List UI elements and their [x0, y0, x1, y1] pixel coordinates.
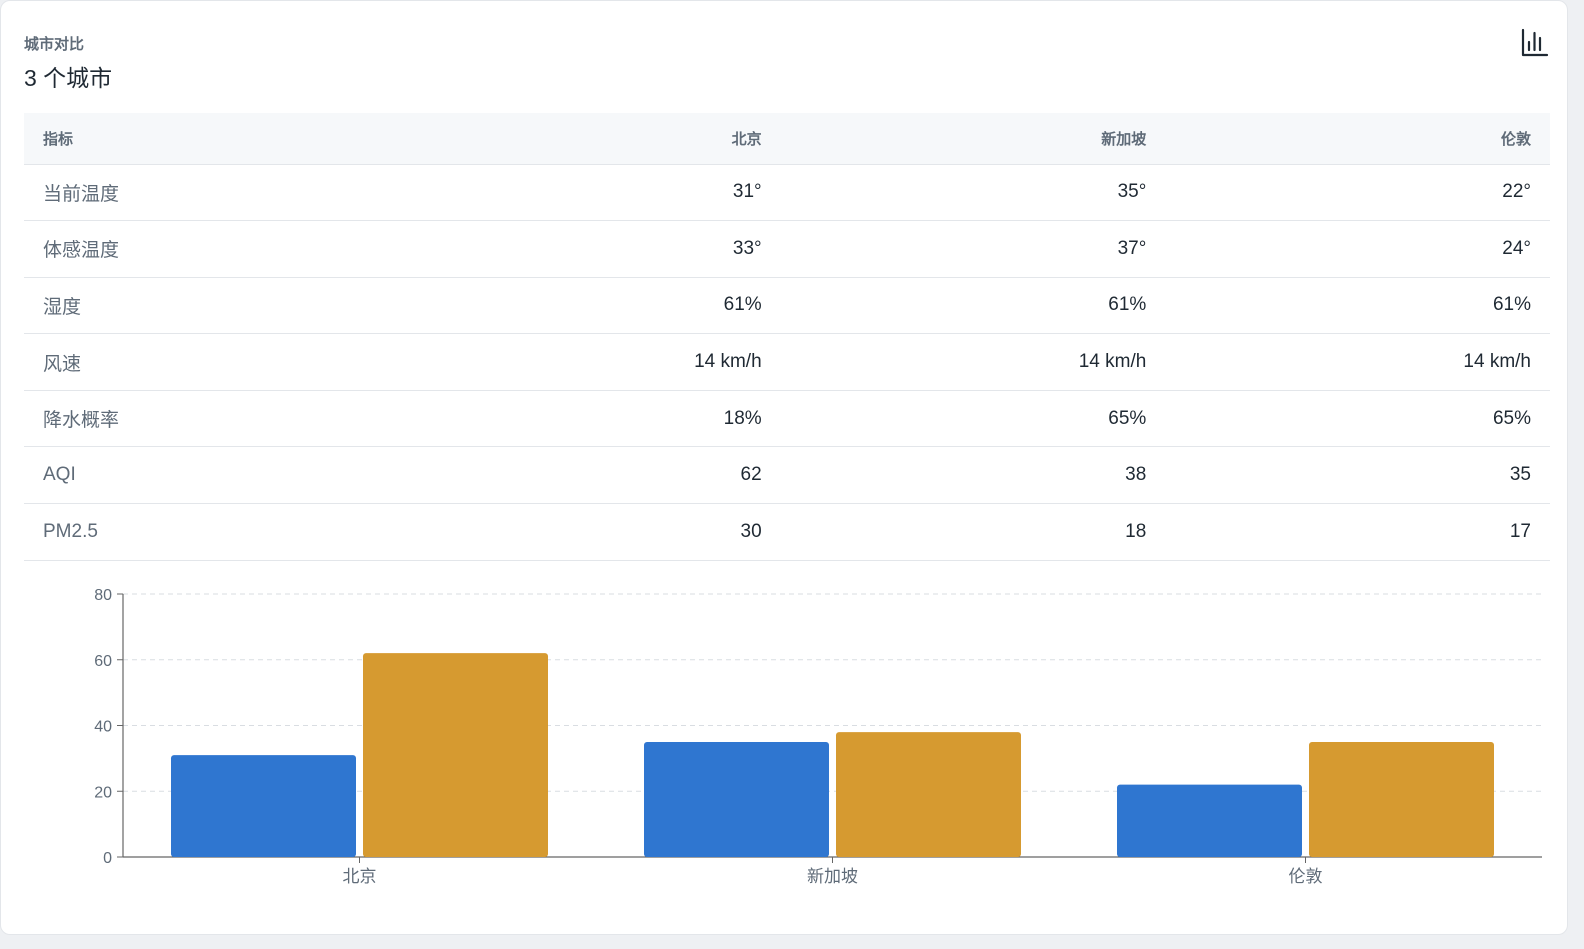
card-title: 3 个城市 — [24, 65, 113, 91]
header-metric: 指标 — [24, 113, 396, 165]
table-row: 体感温度 33° 37° 24° — [24, 220, 1550, 278]
row-label: 降水概率 — [24, 390, 396, 448]
bar — [171, 755, 356, 857]
row-label: 当前温度 — [24, 164, 396, 222]
table-row: PM2.5 30 18 17 — [24, 503, 1550, 561]
x-tick-label: 伦敦 — [1289, 867, 1323, 886]
x-tick-label: 新加坡 — [807, 867, 858, 886]
table-header-row: 指标 北京 新加坡 伦敦 — [24, 113, 1550, 165]
cell-value: 18 — [780, 503, 1166, 561]
bar-chart-icon[interactable] — [1517, 25, 1551, 59]
cell-value: 18% — [396, 390, 781, 448]
cell-value: 31° — [396, 164, 781, 222]
bar — [363, 653, 548, 857]
cell-value: 33° — [396, 220, 781, 278]
y-tick-label: 40 — [94, 719, 112, 736]
bar — [644, 741, 829, 857]
cell-value: 65% — [780, 390, 1166, 448]
comparison-table: 指标 北京 新加坡 伦敦 当前温度 31° 35° 22° 体感温度 33° 3… — [24, 113, 1550, 561]
table-row: 降水概率 18% 65% 65% — [24, 390, 1550, 448]
row-label: 体感温度 — [24, 220, 396, 278]
row-label: 风速 — [24, 333, 396, 391]
comparison-bar-chart: 0 20 40 60 80 北京 新加坡 伦敦 — [24, 576, 1550, 896]
y-tick-label: 60 — [94, 653, 112, 670]
row-label: AQI — [24, 446, 396, 505]
cell-value: 14 km/h — [780, 333, 1166, 391]
table-row: 湿度 61% 61% 61% — [24, 277, 1550, 335]
cell-value: 35° — [780, 164, 1166, 222]
cell-value: 61% — [396, 277, 781, 335]
bar — [1309, 741, 1494, 857]
header-city-singapore: 新加坡 — [780, 113, 1166, 165]
cell-value: 61% — [780, 277, 1166, 335]
y-tick-label: 20 — [94, 784, 112, 801]
cell-value: 17 — [1165, 503, 1550, 561]
row-label: PM2.5 — [24, 503, 396, 561]
table-row: AQI 62 38 35 — [24, 446, 1550, 505]
table-row: 当前温度 31° 35° 22° — [24, 164, 1550, 222]
cell-value: 14 km/h — [1165, 333, 1550, 391]
row-label: 湿度 — [24, 277, 396, 335]
x-tick-label: 北京 — [343, 867, 377, 886]
city-comparison-card: 城市对比 3 个城市 指标 北京 新加坡 伦敦 当前温度 31° 35° — [0, 0, 1568, 935]
bar — [836, 732, 1021, 857]
y-tick-label: 80 — [94, 587, 112, 604]
cell-value: 30 — [396, 503, 781, 561]
chart-svg: 0 20 40 60 80 北京 新加坡 伦敦 — [94, 587, 1542, 886]
cell-value: 65% — [1165, 390, 1550, 448]
cell-value: 37° — [780, 220, 1166, 278]
header-city-beijing: 北京 — [396, 113, 781, 165]
cell-value: 14 km/h — [396, 333, 781, 391]
cell-value: 38 — [780, 446, 1166, 505]
table-row: 风速 14 km/h 14 km/h 14 km/h — [24, 333, 1550, 391]
bar — [1117, 784, 1302, 857]
header-city-london: 伦敦 — [1165, 113, 1550, 165]
card-kicker: 城市对比 — [24, 36, 85, 53]
cell-value: 61% — [1165, 277, 1550, 335]
cell-value: 22° — [1165, 164, 1550, 222]
cell-value: 35 — [1165, 446, 1550, 505]
y-tick-label: 0 — [103, 850, 112, 867]
cell-value: 62 — [396, 446, 781, 505]
cell-value: 24° — [1165, 220, 1550, 278]
